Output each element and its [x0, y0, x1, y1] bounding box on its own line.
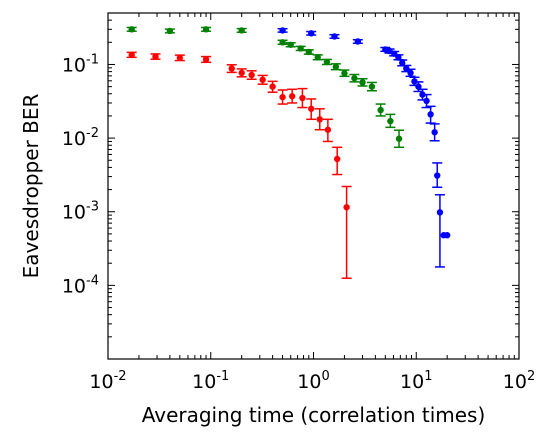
data-point: [297, 45, 304, 52]
data-point: [287, 41, 294, 48]
data-point: [431, 129, 438, 136]
data-point: [341, 70, 348, 77]
data-series: [126, 51, 352, 279]
data-point: [202, 26, 210, 33]
data-point: [354, 38, 362, 45]
data-point: [395, 135, 403, 142]
x-tick-label: 10-1: [192, 369, 229, 393]
data-point: [128, 51, 135, 59]
data-point: [128, 26, 135, 33]
data-series: [277, 27, 451, 268]
plot-area-frame: [107, 12, 520, 360]
data-point: [279, 39, 286, 46]
data-point: [395, 54, 402, 61]
y-tick-label: 10-1: [62, 52, 99, 76]
data-point: [248, 71, 255, 79]
data-point: [331, 33, 338, 40]
y-tick-label: 10-4: [62, 273, 99, 297]
data-point: [415, 83, 422, 90]
data-point: [259, 76, 266, 83]
data-point: [279, 93, 286, 101]
y-tick-label: 10-3: [62, 200, 99, 224]
data-point: [423, 97, 430, 105]
data-point: [343, 204, 350, 211]
data-point: [377, 106, 384, 114]
data-point: [288, 93, 296, 100]
data-point: [332, 63, 340, 70]
data-point: [166, 27, 174, 35]
data-point: [202, 56, 210, 63]
data-point: [351, 75, 358, 82]
data-point: [387, 117, 394, 125]
x-axis-title: Averaging time (correlation times): [142, 403, 486, 427]
data-point: [333, 155, 341, 163]
data-point: [407, 69, 414, 77]
data-point: [308, 30, 315, 37]
data-point: [443, 232, 451, 239]
data-point: [279, 27, 286, 34]
data-point: [228, 65, 235, 72]
x-tick-label: 101: [400, 369, 432, 393]
data-point: [316, 116, 323, 123]
data-point: [152, 53, 159, 60]
data-point: [314, 54, 321, 61]
data-point: [269, 83, 276, 90]
y-axis-title: Eavesdropper BER: [19, 94, 43, 279]
data-point: [324, 126, 332, 133]
data-point: [308, 105, 315, 112]
x-tick-label: 100: [297, 369, 329, 393]
data-point: [299, 94, 306, 102]
data-point: [305, 48, 312, 56]
data-point: [427, 111, 434, 118]
x-tick-label: 102: [503, 369, 535, 393]
data-series: [126, 26, 405, 149]
data-point: [323, 58, 331, 66]
data-point: [434, 172, 441, 179]
data-point: [176, 54, 184, 62]
data-point: [238, 27, 245, 34]
data-point: [436, 209, 444, 216]
axis-ticks: 10-2 10-1 100 101 102 10-4 10-3 10-2 10-1: [62, 12, 535, 393]
data-point: [238, 69, 245, 77]
y-tick-label: 10-2: [62, 126, 99, 150]
data-layer: [126, 26, 451, 279]
data-point: [399, 59, 406, 67]
data-point: [368, 83, 376, 90]
x-tick-label: 10-2: [89, 369, 126, 393]
data-point: [359, 79, 366, 86]
